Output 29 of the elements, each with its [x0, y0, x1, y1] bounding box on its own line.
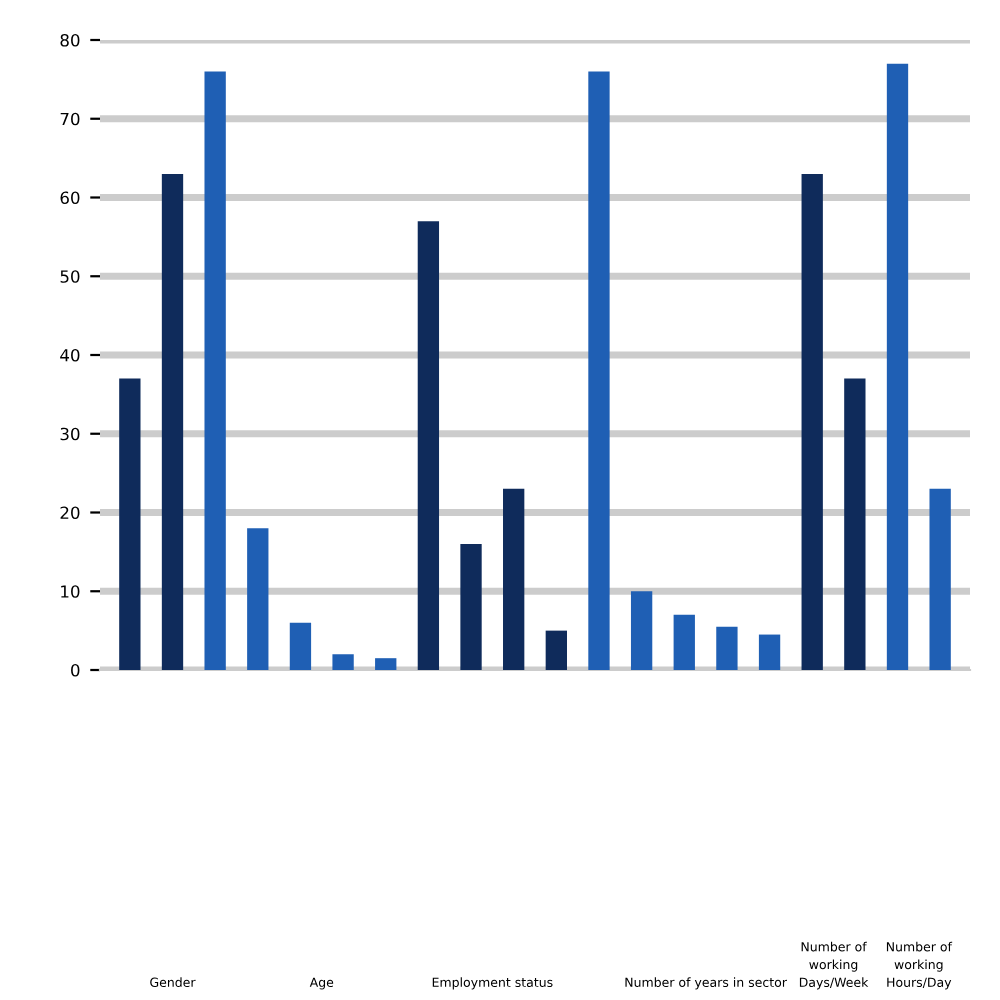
bar [119, 378, 141, 670]
bar [886, 63, 909, 670]
bar [844, 378, 866, 670]
y-tick-label: 0 [71, 663, 80, 677]
y-tick-label: 10 [61, 585, 80, 598]
bar [204, 71, 226, 670]
bar [417, 221, 440, 670]
bar [801, 173, 823, 670]
bar [929, 488, 951, 670]
y-tick-label: 80 [60, 33, 80, 47]
bar [588, 71, 610, 670]
bar [375, 658, 397, 670]
bar [545, 630, 567, 670]
y-tick-label: 30 [60, 427, 80, 441]
bar [503, 488, 525, 670]
y-tick-label: 60 [60, 191, 80, 205]
y-tick-label: 20 [60, 506, 80, 520]
bar [247, 528, 269, 670]
bar [161, 173, 184, 670]
bar [460, 544, 482, 670]
y-tick-label: 70 [60, 112, 80, 126]
y-tick-label: 50 [60, 270, 80, 283]
bar [332, 654, 354, 670]
bar [673, 614, 695, 670]
y-tick-label: 40 [60, 348, 80, 362]
bar [758, 634, 781, 670]
bar [630, 591, 653, 670]
bar [289, 622, 312, 670]
bar [716, 626, 738, 670]
